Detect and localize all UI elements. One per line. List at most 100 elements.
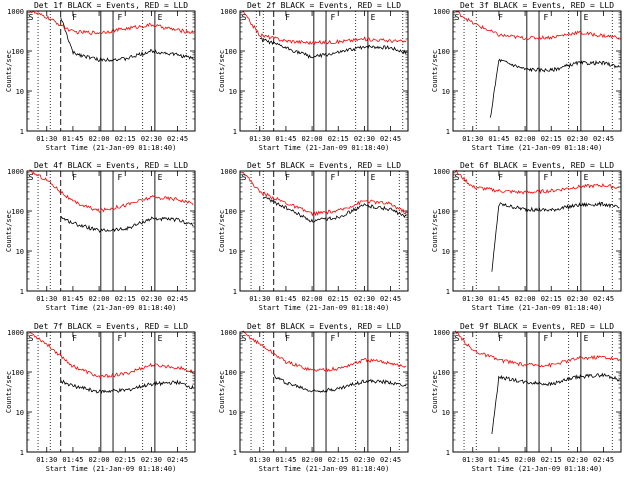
series-line-lld bbox=[29, 10, 194, 35]
y-tick-label: 100 bbox=[224, 208, 237, 216]
x-tick-label: 02:00 bbox=[515, 135, 536, 143]
detector-panel-2: Det 2f BLACK = Events, RED = LLD 1 10 100 10… bbox=[218, 1, 409, 152]
series-line-events bbox=[259, 37, 407, 59]
panel-title: Det 7f BLACK = Events, RED = LLD bbox=[34, 322, 188, 331]
marker-label: F bbox=[331, 13, 336, 22]
x-axis-label: Start Time (21-Jan-09 01:18:40) bbox=[472, 144, 603, 152]
x-tick-label: 01:45 bbox=[275, 135, 296, 143]
y-tick-label: 100 bbox=[11, 369, 24, 377]
x-axis-label: Start Time (21-Jan-09 01:18:40) bbox=[46, 465, 177, 473]
series-line-events bbox=[491, 201, 620, 272]
x-tick-label: 02:30 bbox=[567, 295, 588, 303]
plot-frame bbox=[239, 10, 409, 132]
x-tick-label: 01:45 bbox=[488, 295, 509, 303]
x-tick-label: 02:00 bbox=[89, 295, 110, 303]
x-tick-label: 02:45 bbox=[380, 456, 401, 464]
y-tick-label: 1000 bbox=[7, 168, 24, 176]
x-tick-label: 02:45 bbox=[380, 135, 401, 143]
detector-panel-9: Det 9f BLACK = Events, RED = LLD 1 10 100 10… bbox=[431, 322, 622, 473]
x-tick-label: 02:30 bbox=[354, 295, 375, 303]
marker-label: F bbox=[72, 173, 77, 182]
series-line-events bbox=[60, 379, 194, 395]
panel-title: Det 6f BLACK = Events, RED = LLD bbox=[460, 161, 614, 170]
marker-label: E bbox=[371, 334, 376, 343]
x-tick-label: 02:00 bbox=[89, 456, 110, 464]
marker-label: F bbox=[544, 13, 549, 22]
plot-frame bbox=[26, 10, 196, 132]
x-tick-label: 02:30 bbox=[141, 135, 162, 143]
series-line-events bbox=[263, 196, 407, 223]
x-axis-label: Start Time (21-Jan-09 01:18:40) bbox=[472, 304, 603, 312]
y-tick-label: 100 bbox=[11, 208, 24, 216]
series-line-lld bbox=[454, 169, 620, 195]
marker-label: F bbox=[118, 173, 123, 182]
y-tick-label: 100 bbox=[11, 48, 24, 56]
series-line-events bbox=[273, 373, 407, 393]
y-axis-label: Counts/sec bbox=[218, 50, 226, 92]
x-tick-label: 02:30 bbox=[567, 135, 588, 143]
marker-label: F bbox=[285, 173, 290, 182]
marker-label: S bbox=[29, 334, 34, 343]
x-tick-label: 01:45 bbox=[488, 456, 509, 464]
marker-label: F bbox=[544, 334, 549, 343]
y-axis-label: Counts/sec bbox=[431, 371, 439, 413]
y-tick-label: 1 bbox=[20, 128, 24, 136]
x-tick-label: 02:00 bbox=[515, 456, 536, 464]
y-axis-label: Counts/sec bbox=[218, 371, 226, 413]
marker-label: F bbox=[498, 334, 503, 343]
marker-label: E bbox=[584, 173, 589, 182]
x-tick-label: 02:00 bbox=[302, 135, 323, 143]
x-tick-label: 02:00 bbox=[89, 135, 110, 143]
x-tick-label: 02:45 bbox=[593, 135, 614, 143]
y-tick-label: 100 bbox=[224, 48, 237, 56]
series-line-lld bbox=[242, 330, 407, 373]
detector-panel-4: Det 4f BLACK = Events, RED = LLD 1 10 100 10… bbox=[5, 161, 196, 312]
marker-label: E bbox=[158, 334, 163, 343]
y-tick-label: 1 bbox=[20, 449, 24, 457]
series-line-events bbox=[60, 17, 194, 63]
y-tick-label: 10 bbox=[442, 88, 450, 96]
x-tick-label: 01:45 bbox=[62, 456, 83, 464]
x-tick-label: 02:15 bbox=[541, 295, 562, 303]
marker-label: E bbox=[371, 13, 376, 22]
series-line-events bbox=[60, 215, 194, 233]
marker-label: S bbox=[455, 173, 460, 182]
x-tick-label: 01:45 bbox=[488, 135, 509, 143]
y-tick-label: 1000 bbox=[220, 168, 237, 176]
plot-frame bbox=[239, 331, 409, 453]
x-tick-label: 02:00 bbox=[515, 295, 536, 303]
series-line-lld bbox=[242, 172, 407, 217]
x-axis-label: Start Time (21-Jan-09 01:18:40) bbox=[259, 304, 390, 312]
plot-frame bbox=[26, 331, 196, 453]
x-tick-label: 01:45 bbox=[275, 295, 296, 303]
marker-label: F bbox=[118, 13, 123, 22]
series-line-lld bbox=[29, 331, 194, 380]
x-tick-label: 01:30 bbox=[249, 135, 270, 143]
marker-label: F bbox=[285, 334, 290, 343]
marker-label: S bbox=[242, 334, 247, 343]
marker-label: S bbox=[29, 13, 34, 22]
series-line-lld bbox=[454, 330, 620, 368]
series-line-lld bbox=[242, 10, 407, 46]
y-tick-label: 10 bbox=[16, 248, 24, 256]
detector-panel-8: Det 8f BLACK = Events, RED = LLD 1 10 100 10… bbox=[218, 322, 409, 473]
x-tick-label: 02:45 bbox=[593, 295, 614, 303]
detector-panel-1: Det 1f BLACK = Events, RED = LLD 1 10 100 10… bbox=[5, 1, 196, 152]
y-tick-label: 100 bbox=[224, 369, 237, 377]
y-tick-label: 1 bbox=[233, 128, 237, 136]
y-tick-label: 10 bbox=[442, 409, 450, 417]
y-tick-label: 1 bbox=[233, 288, 237, 296]
y-tick-label: 1000 bbox=[433, 329, 450, 337]
y-tick-label: 10 bbox=[16, 409, 24, 417]
y-tick-label: 10 bbox=[16, 88, 24, 96]
x-tick-label: 02:30 bbox=[141, 456, 162, 464]
x-tick-label: 02:15 bbox=[328, 295, 349, 303]
plot-frame bbox=[26, 170, 196, 292]
series-line-events bbox=[489, 58, 620, 118]
y-axis-label: Counts/sec bbox=[431, 210, 439, 252]
x-tick-label: 01:30 bbox=[36, 135, 57, 143]
detector-panel-6: Det 6f BLACK = Events, RED = LLD 1 10 100 10… bbox=[431, 161, 622, 312]
marker-label: F bbox=[544, 173, 549, 182]
marker-label: F bbox=[72, 13, 77, 22]
